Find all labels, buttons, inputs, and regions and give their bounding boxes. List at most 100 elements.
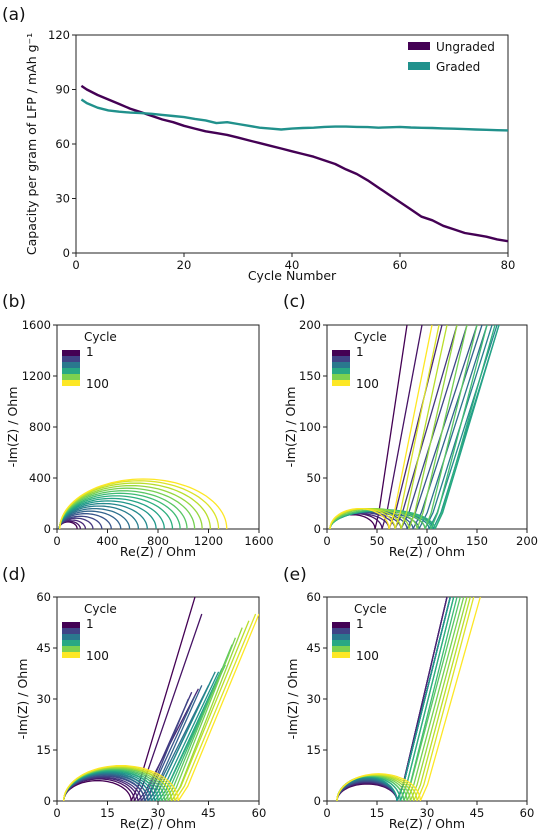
panel-label: (b) [2, 292, 26, 312]
y-tick-label: 45 [306, 641, 321, 655]
legend-swatch [332, 640, 350, 646]
y-tick-label: 0 [44, 794, 51, 808]
nyquist-curve-1 [336, 597, 448, 801]
legend-label-1: Graded [436, 60, 480, 74]
legend-swatch [62, 640, 80, 646]
y-axis-label: -Im(Z) / Ohm [15, 659, 30, 740]
legend-label-last: 100 [356, 649, 379, 663]
y-axis-label: -Im(Z) / Ohm [285, 659, 300, 740]
x-tick-label: 30 [151, 806, 166, 820]
legend-label-first: 1 [86, 345, 94, 359]
panel-a: 0 20 40 60 80 0 30 60 90 120 Cycle Number Capacity … [2, 5, 515, 283]
legend-swatch [62, 628, 80, 634]
panel-label: (a) [2, 5, 26, 25]
legend-swatch [62, 652, 80, 658]
panel-label: (c) [283, 292, 306, 312]
x-tick-label: 40 [285, 258, 300, 272]
x-axis-label: Cycle Number [248, 268, 337, 283]
y-tick-label: 0 [63, 246, 70, 260]
x-tick-label: 0 [53, 806, 60, 820]
legend-label-last: 100 [86, 377, 109, 391]
legend-title: Cycle [84, 602, 117, 616]
panel-label: (e) [283, 565, 307, 585]
y-tick-label: 30 [55, 192, 70, 206]
y-tick-label: 0 [314, 522, 321, 536]
x-tick-label: 1600 [244, 534, 273, 548]
x-tick-label: 0 [53, 534, 60, 548]
y-tick-label: 1200 [22, 369, 51, 383]
legend-title: Cycle [354, 330, 387, 344]
x-tick-label: 15 [370, 806, 385, 820]
legend-swatch [332, 350, 350, 356]
x-tick-label: 60 [520, 806, 535, 820]
x-tick-label: 100 [416, 534, 438, 548]
plot-area [58, 478, 228, 529]
nyquist-curve-13 [329, 325, 488, 529]
legend-swatch-0 [408, 42, 430, 50]
x-tick-label: 45 [470, 806, 485, 820]
nyquist-curve-2 [336, 597, 448, 801]
y-tick-label: 150 [299, 369, 321, 383]
y-axis-label: -Im(Z) / Ohm [283, 387, 298, 468]
y-tick-label: 60 [36, 590, 51, 604]
y-axis-label: -Im(Z) / Ohm [5, 387, 20, 468]
legend-swatch [62, 380, 80, 386]
legend-label-last: 100 [86, 649, 109, 663]
y-tick-label: 100 [299, 420, 321, 434]
legend-label-0: Ungraded [436, 40, 495, 54]
x-tick-label: 400 [97, 534, 119, 548]
legend-swatch [332, 380, 350, 386]
legend-swatch [62, 368, 80, 374]
y-tick-label: 200 [299, 318, 321, 332]
x-axis-label: Re(Z) / Ohm [389, 816, 465, 831]
legend-swatch [62, 374, 80, 380]
y-tick-label: 15 [36, 743, 51, 757]
x-tick-label: 60 [393, 258, 408, 272]
legend-swatch [332, 652, 350, 658]
x-axis-label: Re(Z) / Ohm [389, 544, 465, 559]
x-tick-label: 0 [323, 534, 330, 548]
legend-swatch [332, 628, 350, 634]
x-tick-label: 1200 [194, 534, 223, 548]
y-tick-label: 30 [36, 692, 51, 706]
nyquist-curve-5 [63, 695, 196, 801]
legend-label-last: 100 [356, 377, 379, 391]
panel-c: 0 50 100 150 200 0 50 100 150 200 Re(Z) / Ohm -Im(Z… [283, 292, 538, 559]
y-tick-label: 50 [306, 471, 321, 485]
panel-d: 0 15 30 45 60 0 15 30 45 60 Re(Z) / Ohm -Im(Z) / Oh… [2, 565, 266, 831]
legend-swatch [332, 362, 350, 368]
nyquist-curve-19 [63, 613, 259, 801]
panel-b: 0 400 800 1200 1600 0 400 800 1200 1600 Re(Z) / Oh… [2, 292, 274, 559]
y-axis-label: Capacity per gram of LFP / mAh g⁻¹ [24, 33, 39, 255]
x-tick-label: 800 [147, 534, 169, 548]
legend-swatch [62, 356, 80, 362]
y-tick-label: 800 [29, 420, 51, 434]
legend-swatch [332, 622, 350, 628]
x-tick-label: 45 [201, 806, 216, 820]
series-line-0 [80, 84, 508, 243]
x-tick-label: 15 [100, 806, 115, 820]
legend-swatch [62, 622, 80, 628]
legend-title: Cycle [354, 602, 387, 616]
legend-swatch [332, 374, 350, 380]
legend-swatch [332, 356, 350, 362]
y-tick-label: 30 [306, 692, 321, 706]
x-tick-label: 0 [72, 258, 79, 272]
legend-swatch [62, 634, 80, 640]
legend-swatch [62, 646, 80, 652]
x-tick-label: 50 [370, 534, 385, 548]
legend-swatch-1 [408, 62, 430, 70]
legend-swatch [62, 362, 80, 368]
panel-label: (d) [2, 565, 26, 585]
x-tick-label: 20 [177, 258, 192, 272]
x-tick-label: 80 [501, 258, 516, 272]
nyquist-curve-12 [329, 325, 496, 529]
x-axis-label: Re(Z) / Ohm [120, 544, 196, 559]
y-tick-label: 15 [306, 743, 321, 757]
y-tick-label: 0 [314, 794, 321, 808]
plot-area [80, 84, 508, 243]
y-tick-label: 45 [36, 641, 51, 655]
legend-swatch [332, 368, 350, 374]
x-tick-label: 0 [323, 806, 330, 820]
